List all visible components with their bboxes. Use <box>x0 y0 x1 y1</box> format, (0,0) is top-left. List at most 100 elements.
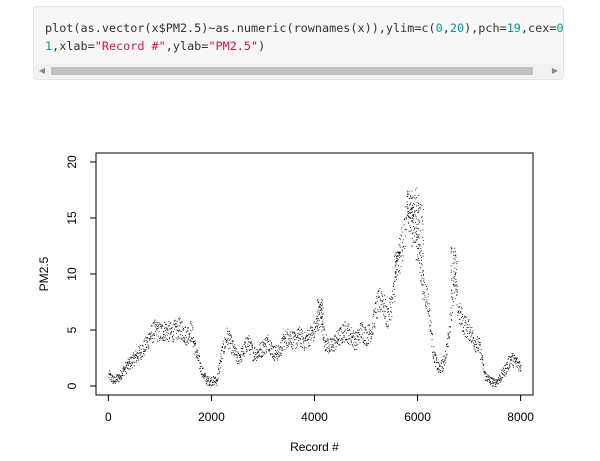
data-point <box>275 354 277 355</box>
data-point <box>253 351 255 353</box>
data-point <box>366 342 367 344</box>
data-point <box>215 383 217 385</box>
data-point <box>245 347 247 348</box>
data-point <box>461 323 463 325</box>
data-point <box>410 202 412 204</box>
data-point <box>412 211 413 213</box>
data-point <box>201 365 203 367</box>
data-point <box>418 248 420 250</box>
data-point <box>419 204 421 205</box>
data-point <box>487 374 489 376</box>
data-point <box>435 353 437 355</box>
data-point <box>488 382 490 383</box>
data-point <box>110 373 112 375</box>
data-point <box>399 272 401 274</box>
data-point <box>324 329 326 331</box>
data-point <box>417 211 419 213</box>
data-point <box>435 355 437 357</box>
data-point <box>410 195 411 197</box>
data-point <box>254 347 255 349</box>
data-point <box>315 331 317 332</box>
data-point <box>334 334 336 336</box>
data-point <box>261 341 262 343</box>
data-point <box>155 324 156 325</box>
data-point <box>460 322 462 324</box>
data-point <box>458 318 460 320</box>
data-point <box>449 337 450 339</box>
data-point <box>250 342 252 343</box>
data-point <box>411 220 413 221</box>
data-point <box>132 357 134 358</box>
data-point <box>366 331 368 333</box>
data-point <box>193 343 195 344</box>
data-point <box>268 341 270 342</box>
data-point <box>447 346 448 347</box>
data-point <box>399 251 401 253</box>
data-point <box>493 381 495 383</box>
data-point <box>315 318 317 320</box>
data-point <box>165 330 167 331</box>
data-point <box>195 351 197 352</box>
data-point <box>420 275 422 276</box>
y-axis-label: PM2.5 <box>37 256 51 291</box>
data-point <box>388 315 390 317</box>
data-point <box>316 321 318 323</box>
data-point <box>365 340 366 342</box>
data-point <box>236 348 238 350</box>
data-point <box>409 203 411 205</box>
data-point <box>142 344 144 346</box>
data-point <box>241 359 243 361</box>
data-point <box>248 341 250 343</box>
data-point <box>274 352 276 354</box>
data-point <box>456 262 458 264</box>
data-point <box>422 293 423 295</box>
data-point <box>397 274 399 276</box>
data-point <box>225 345 226 347</box>
data-point <box>415 197 417 198</box>
data-point <box>508 356 510 358</box>
scroll-left-button[interactable]: ◀ <box>35 64 49 78</box>
data-point <box>378 295 380 297</box>
data-point <box>296 337 298 339</box>
data-point <box>150 338 152 340</box>
data-point <box>506 368 507 369</box>
data-point <box>407 207 409 209</box>
data-point <box>452 283 454 285</box>
data-point <box>249 345 251 347</box>
data-point <box>220 356 222 358</box>
data-point <box>516 359 517 360</box>
data-point <box>401 231 403 233</box>
data-point <box>405 235 406 237</box>
data-point <box>272 346 274 348</box>
data-point <box>391 311 392 313</box>
data-point <box>124 366 126 368</box>
data-point <box>351 344 353 346</box>
data-point <box>516 365 518 367</box>
data-point <box>396 261 398 262</box>
data-point <box>382 310 383 312</box>
data-point <box>295 339 297 341</box>
data-point <box>406 218 407 220</box>
data-point <box>388 319 390 321</box>
data-point <box>311 334 313 336</box>
data-point <box>252 345 254 347</box>
data-point <box>318 306 320 307</box>
data-point <box>375 312 377 313</box>
data-point <box>446 353 448 355</box>
data-point <box>266 348 268 350</box>
data-point <box>126 372 127 374</box>
data-point <box>237 351 239 353</box>
data-point <box>484 373 486 375</box>
horizontal-scrollbar[interactable]: ◀ ▶ <box>35 64 562 78</box>
data-point <box>492 379 494 381</box>
data-point <box>322 320 324 322</box>
data-point <box>370 331 372 333</box>
y-tick-label: 10 <box>65 267 79 281</box>
scroll-thumb[interactable] <box>51 67 533 75</box>
scroll-right-button[interactable]: ▶ <box>548 64 562 78</box>
data-point <box>374 310 375 312</box>
data-point <box>367 343 369 345</box>
data-point <box>231 352 233 353</box>
data-point <box>120 377 122 379</box>
data-point <box>421 216 422 218</box>
